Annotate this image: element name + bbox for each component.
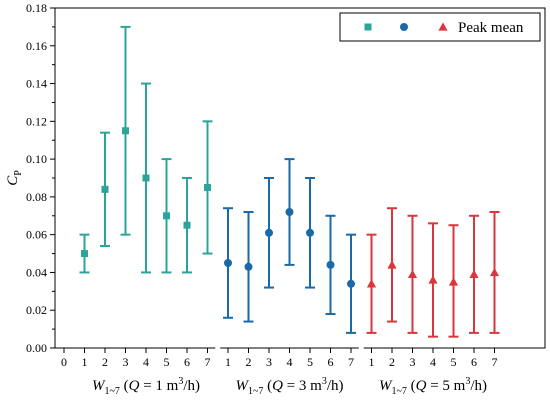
x-group-label-open: ( xyxy=(120,378,129,394)
x-tick-label: 3 xyxy=(123,355,129,369)
data-point xyxy=(285,208,294,216)
y-tick-label: 0.00 xyxy=(26,341,47,355)
y-tick-label: 0.08 xyxy=(26,190,47,204)
x-tick-label: 4 xyxy=(430,355,436,369)
y-tick-label: 0.12 xyxy=(26,114,47,128)
x-tick-label: 1 xyxy=(82,355,88,369)
x-tick-label: 5 xyxy=(307,355,313,369)
legend-marker-circle xyxy=(400,23,408,31)
data-point xyxy=(387,260,397,269)
legend-marker-triangle xyxy=(438,22,448,31)
data-point xyxy=(163,212,170,220)
x-tick-label: 1 xyxy=(369,355,375,369)
x-group-label-tail: /h) xyxy=(327,378,344,394)
x-group-label: W1~7 (Q = 3 m3/h) xyxy=(235,376,343,397)
data-point xyxy=(366,279,377,288)
y-axis-title: CP xyxy=(5,170,24,186)
x-tick-label: 6 xyxy=(471,355,477,369)
data-point xyxy=(101,185,109,193)
x-group-label-rest: = 1 m xyxy=(139,378,178,394)
y-tick-label: 0.10 xyxy=(26,152,47,166)
x-tick-label: 2 xyxy=(102,355,108,369)
x-group-label-rest: = 5 m xyxy=(426,378,465,394)
x-tick-label: 3 xyxy=(410,355,416,369)
data-point xyxy=(448,277,459,286)
x-group-label-sub: 1~7 xyxy=(248,386,263,397)
x-tick-label: 2 xyxy=(246,355,252,369)
data-point xyxy=(428,275,438,284)
x-group-label-sub: 1~7 xyxy=(391,386,406,397)
x-group-label-tail: /h) xyxy=(470,378,487,394)
y-tick-label: 0.02 xyxy=(26,303,47,317)
y-axis-title-sub: P xyxy=(13,170,24,176)
y-tick-label: 0.18 xyxy=(26,1,47,15)
x-tick-label: 7 xyxy=(348,355,354,369)
x-tick-label: 7 xyxy=(492,355,498,369)
x-tick-label: 2 xyxy=(389,355,395,369)
x-tick-label: 0 xyxy=(61,355,67,369)
x-tick-label: 4 xyxy=(143,355,149,369)
data-point xyxy=(347,279,355,288)
data-point xyxy=(224,259,232,267)
data-point xyxy=(244,262,253,271)
x-tick-label: 6 xyxy=(328,355,334,369)
x-group-label: W1~7 (Q = 1 m3/h) xyxy=(92,376,200,397)
data-point xyxy=(204,183,211,191)
data-point xyxy=(489,267,500,277)
data-point xyxy=(142,174,150,182)
legend-box xyxy=(339,12,541,42)
plot-area xyxy=(79,25,500,338)
x-group-label-open: ( xyxy=(263,378,272,394)
y-tick-label: 0.16 xyxy=(26,39,47,53)
legend: Peak mean xyxy=(339,12,541,42)
x-group-label-sup: 3 xyxy=(178,376,183,387)
x-group-label-main: W xyxy=(235,378,249,394)
y-tick-label: 0.04 xyxy=(26,265,47,279)
x-tick-label: 1 xyxy=(225,355,231,369)
x-group-label-rest: = 3 m xyxy=(283,378,322,394)
data-point xyxy=(122,127,129,135)
x-group-label-open: ( xyxy=(407,378,416,394)
x-group-label-sup: 3 xyxy=(465,376,470,387)
data-point xyxy=(306,228,314,237)
x-group-label-sub: 1~7 xyxy=(104,386,119,397)
data-point xyxy=(183,221,191,229)
data-point xyxy=(265,228,273,237)
data-point xyxy=(469,269,479,279)
x-tick-label: 4 xyxy=(287,355,293,369)
x-group-label-sup: 3 xyxy=(322,376,327,387)
y-axis-title-main: C xyxy=(5,175,21,186)
data-point xyxy=(407,269,418,279)
x-tick-label: 5 xyxy=(164,355,170,369)
legend-marker-square xyxy=(364,23,372,31)
x-tick-label: 3 xyxy=(266,355,272,369)
x-tick-label: 7 xyxy=(205,355,211,369)
x-group-label-main: W xyxy=(379,378,393,394)
x-group-label-q: Q xyxy=(416,378,427,394)
legend-label: Peak mean xyxy=(458,20,524,36)
data-point xyxy=(326,260,335,269)
y-tick-label: 0.06 xyxy=(26,228,47,242)
x-tick-label: 5 xyxy=(451,355,457,369)
x-group-label-main: W xyxy=(92,378,106,394)
x-group-label-q: Q xyxy=(129,378,140,394)
axes: 0.00 0.02 0.04 0.06 0.08 0.10 0.12 0.14 0.16 0.18… xyxy=(5,1,546,397)
y-tick-label: 0.14 xyxy=(26,77,47,91)
x-group-label-q: Q xyxy=(272,378,283,394)
x-group-label-tail: /h) xyxy=(183,378,200,394)
x-group-label: W1~7 (Q = 5 m3/h) xyxy=(379,376,487,397)
data-point xyxy=(81,250,88,258)
x-tick-label: 6 xyxy=(184,355,190,369)
